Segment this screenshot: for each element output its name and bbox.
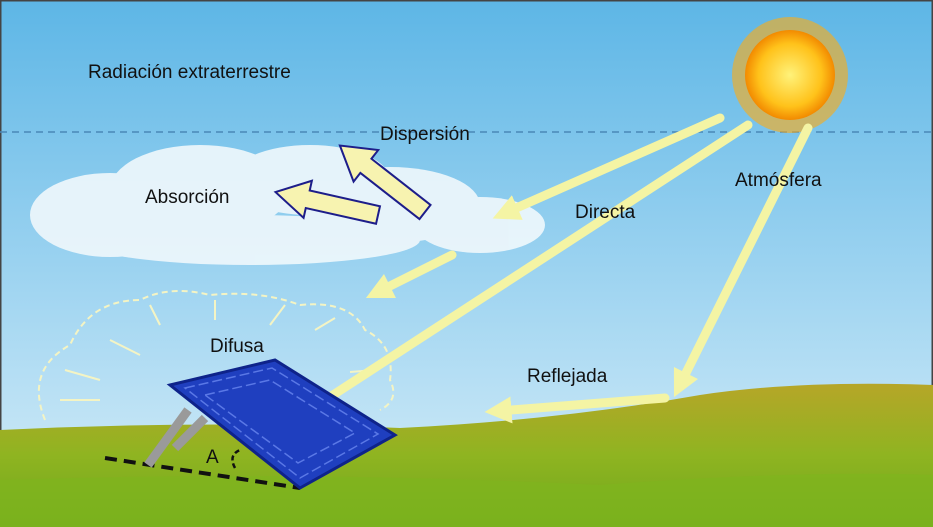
- label-direct: Directa: [575, 202, 636, 223]
- label-absorption: Absorción: [145, 187, 230, 208]
- ground-front: [0, 474, 933, 527]
- label-extraterrestrial: Radiación extraterrestre: [88, 62, 291, 83]
- label-angle: A: [206, 447, 219, 468]
- label-atmosphere: Atmósfera: [735, 170, 822, 191]
- sun: [732, 17, 848, 133]
- label-reflected: Reflejada: [527, 366, 608, 387]
- label-scattering: Dispersión: [380, 124, 470, 145]
- solar-radiation-diagram: Radiación extraterrestre Dispersión Abso…: [0, 0, 933, 527]
- label-diffuse: Difusa: [210, 336, 264, 357]
